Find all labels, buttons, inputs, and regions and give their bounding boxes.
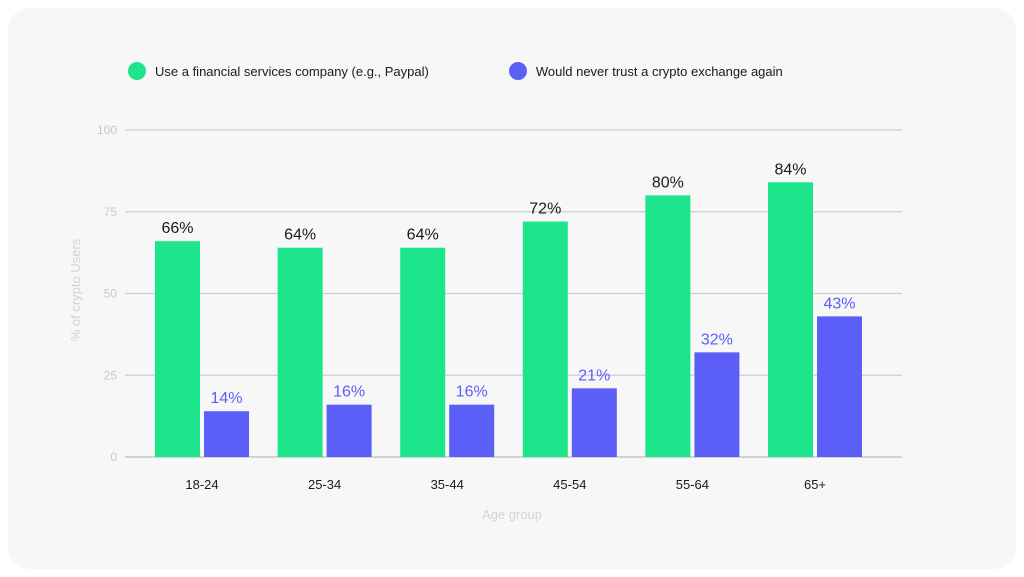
data-label: 66% xyxy=(161,220,193,237)
x-category-label: 35-44 xyxy=(431,477,464,492)
bar-never-trust-35-44[interactable] xyxy=(449,404,495,457)
chart-legend: Use a financial services company (e.g., … xyxy=(128,60,863,82)
y-tick-label: 100 xyxy=(97,123,117,137)
y-tick-label: 0 xyxy=(110,450,117,464)
y-tick-label: 25 xyxy=(104,368,118,382)
y-tick-label: 50 xyxy=(104,287,118,301)
x-category-labels: 18-24 25-34 35-44 45-54 55-64 65+ xyxy=(185,477,826,492)
bar-never-trust-45-54[interactable] xyxy=(571,388,617,457)
x-category-label: 25-34 xyxy=(308,477,341,492)
bar-financial-services-18-24[interactable] xyxy=(155,241,200,457)
legend-item-financial-services[interactable]: Use a financial services company (e.g., … xyxy=(128,62,429,80)
legend-dot-financial-services-icon xyxy=(128,62,146,80)
bar-never-trust-25-34[interactable] xyxy=(326,404,372,457)
data-label: 72% xyxy=(529,201,561,218)
bar-financial-services-25-34[interactable] xyxy=(277,247,323,457)
x-category-label: 18-24 xyxy=(185,477,218,492)
data-label: 43% xyxy=(823,295,855,312)
bar-financial-services-55-64[interactable] xyxy=(645,195,691,457)
x-category-label: 65+ xyxy=(804,477,826,492)
x-category-label: 45-54 xyxy=(553,477,586,492)
bars xyxy=(155,182,862,457)
bar-never-trust-18-24[interactable] xyxy=(204,411,249,457)
y-tick-labels: 0 25 50 75 100 xyxy=(97,123,117,464)
data-label: 21% xyxy=(578,367,610,384)
y-axis-title: % of crypto Users xyxy=(68,238,83,341)
bar-financial-services-65+[interactable] xyxy=(768,182,813,457)
x-axis-title: Age group xyxy=(482,507,542,522)
legend-label-never-trust: Would never trust a crypto exchange agai… xyxy=(535,63,783,79)
data-label: 32% xyxy=(701,331,733,348)
data-label: 16% xyxy=(456,384,488,401)
legend-dot-never-trust-icon xyxy=(508,62,527,80)
legend-label-financial-services: Use a financial services company (e.g., … xyxy=(155,63,429,79)
data-label: 14% xyxy=(210,390,242,407)
data-label: 16% xyxy=(333,384,365,401)
data-label: 84% xyxy=(774,161,806,178)
bar-never-trust-65+[interactable] xyxy=(817,316,862,457)
data-label: 80% xyxy=(652,174,684,191)
data-labels: 66% 14% 64% 16% 64% 16% 72% 21% 80% 32% 84% 43% xyxy=(161,161,855,407)
data-label: 64% xyxy=(407,227,439,244)
bar-never-trust-55-64[interactable] xyxy=(694,352,740,457)
x-category-label: 55-64 xyxy=(676,477,709,492)
data-label: 64% xyxy=(284,227,316,244)
y-tick-label: 75 xyxy=(104,205,118,219)
bar-financial-services-35-44[interactable] xyxy=(400,247,446,457)
bar-financial-services-45-54[interactable] xyxy=(522,221,568,457)
legend-item-never-trust[interactable]: Would never trust a crypto exchange agai… xyxy=(508,62,783,80)
